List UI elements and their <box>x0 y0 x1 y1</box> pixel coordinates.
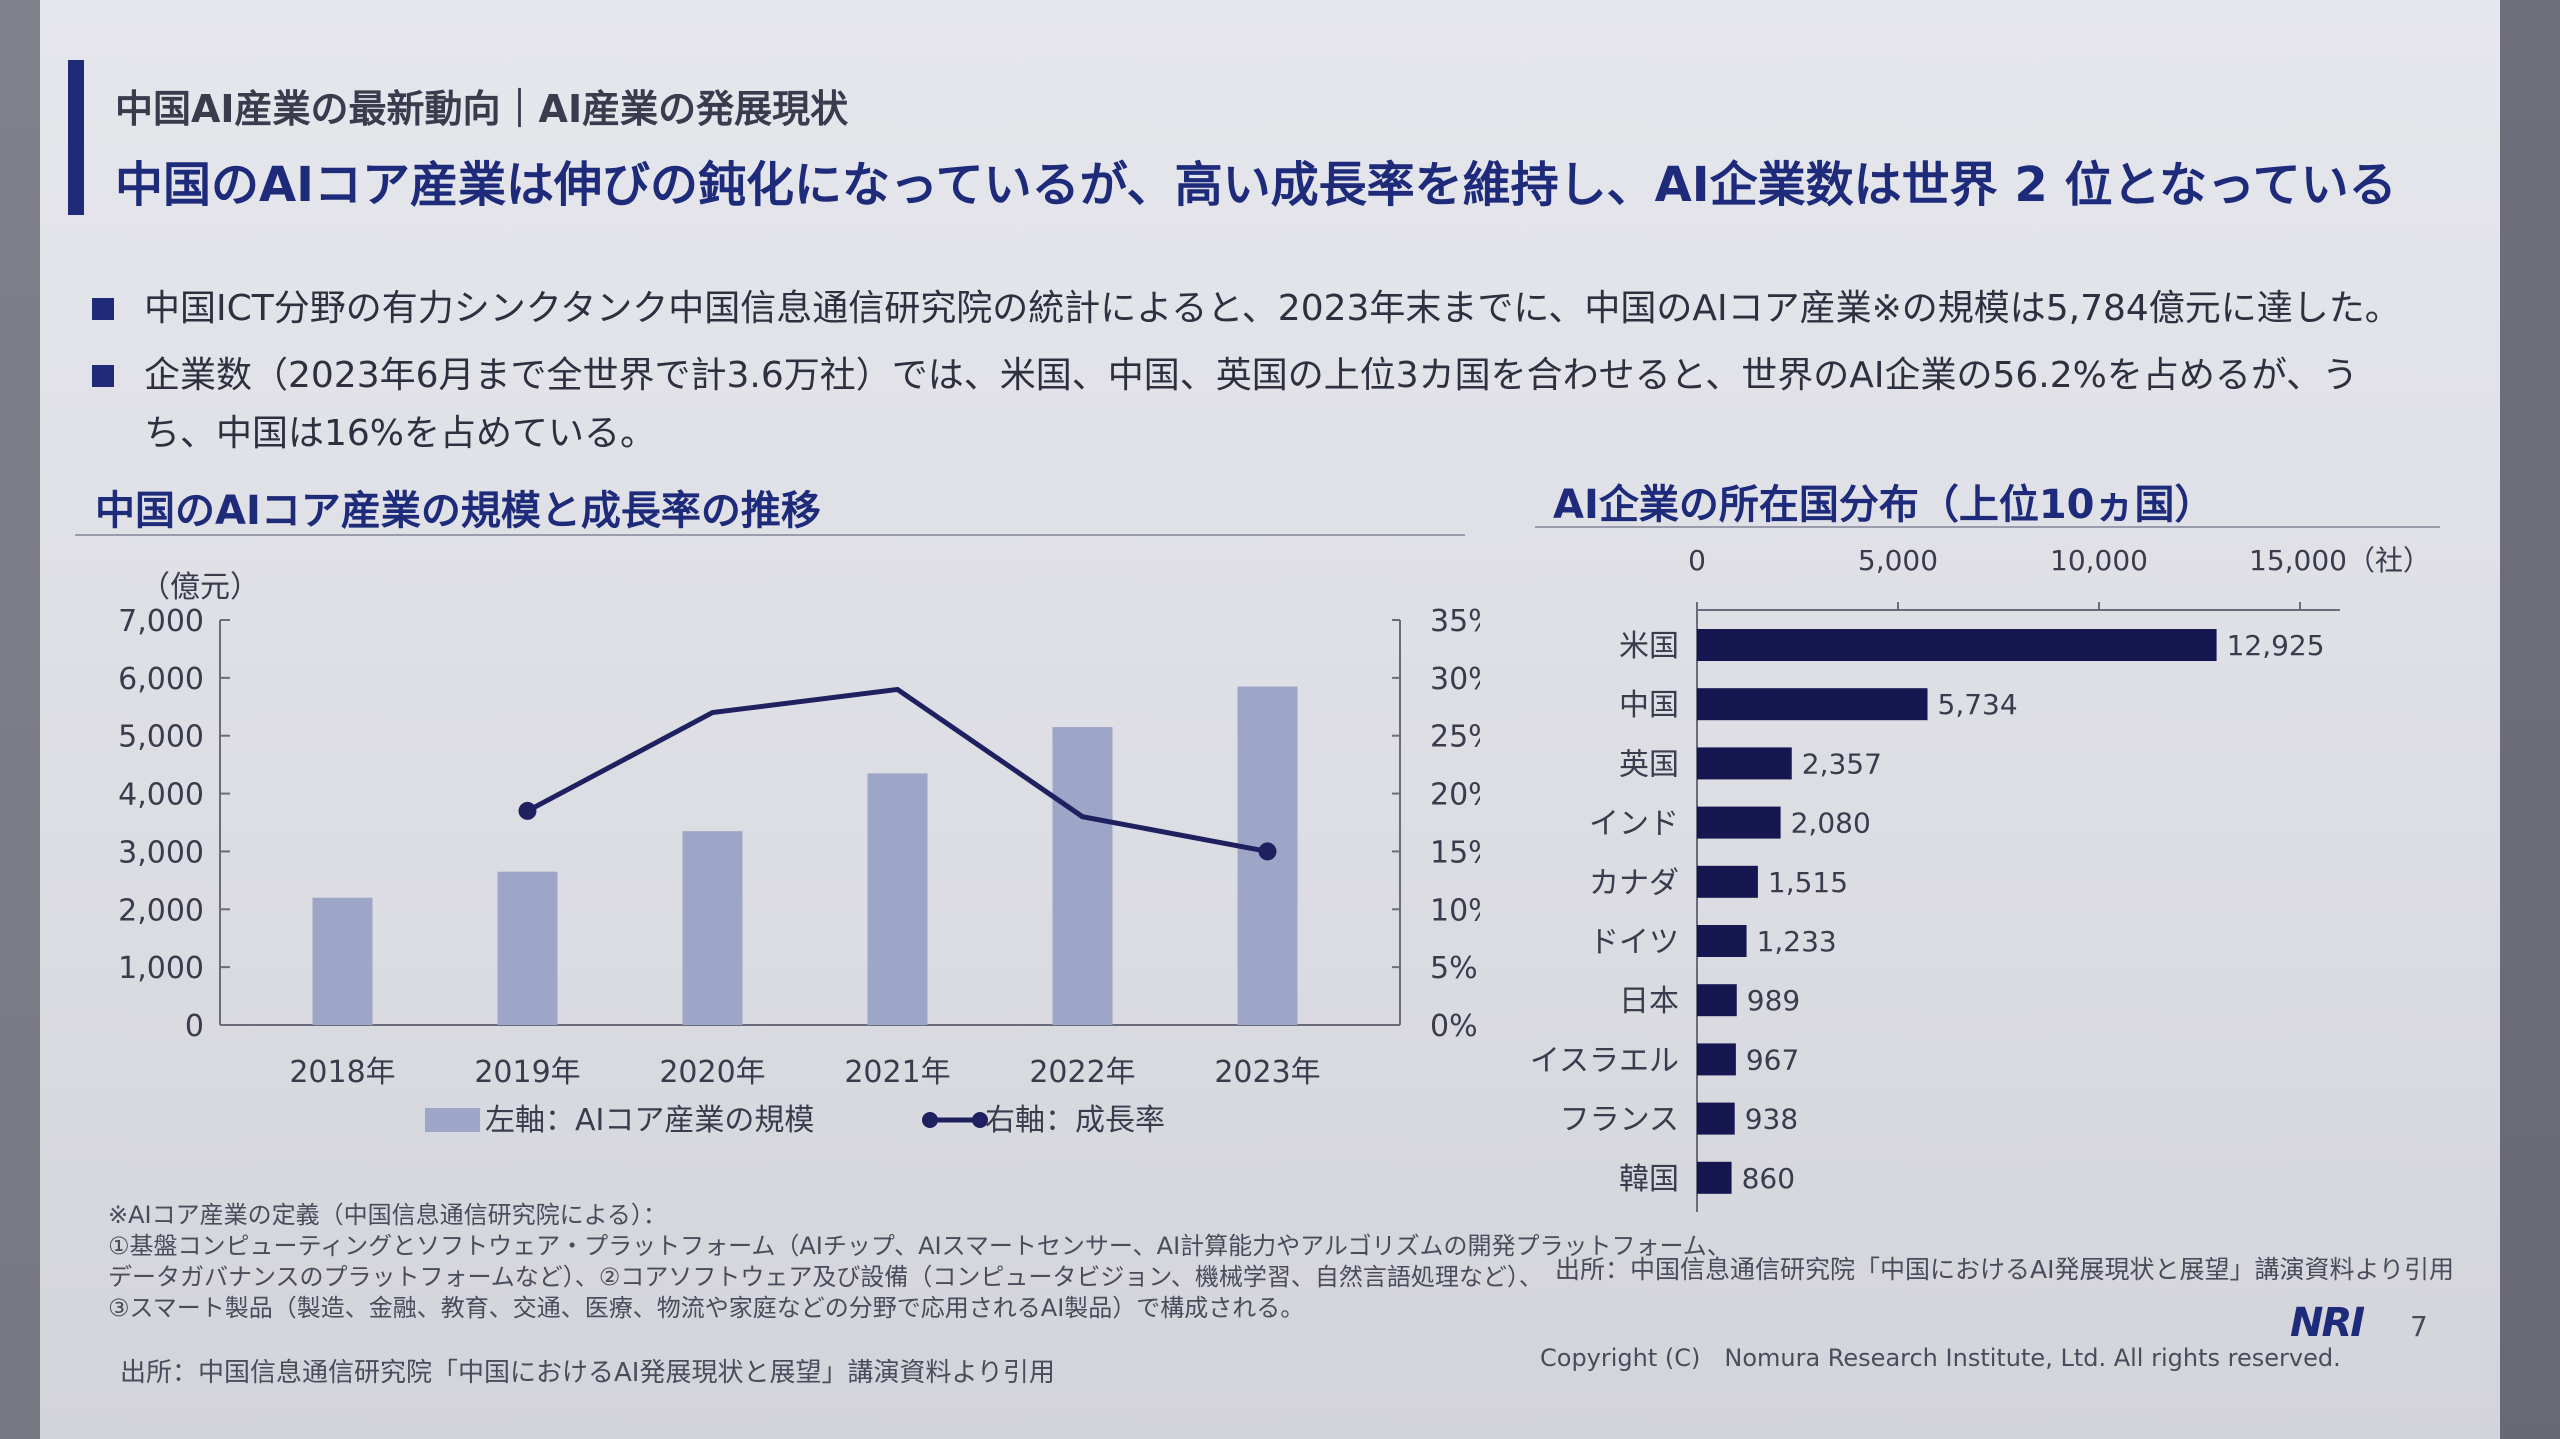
category-label-イスラエル: イスラエル <box>1530 1043 1679 1078</box>
bar-イスラエル <box>1697 1043 1736 1076</box>
category-label-カナダ: カナダ <box>1589 866 1679 901</box>
bar-ドイツ <box>1697 925 1747 957</box>
y-left-tick-label: 6,000 <box>118 662 204 697</box>
right-chart-title: AI企業の所在国分布（上位10ヵ国） <box>1553 482 2215 528</box>
category-label-英国: 英国 <box>1619 747 1679 782</box>
source-right: 出所：中国信息通信研究院「中国におけるAI発展現状と展望」講演資料より引用 <box>1555 1255 2454 1284</box>
bar-フランス <box>1697 1102 1735 1135</box>
x-tick-label: 5,000 <box>1858 544 1938 577</box>
y-right-tick-label: 15% <box>1430 835 1480 870</box>
bullet-square-icon <box>92 298 114 320</box>
x-tick-label: 15,000（社） <box>2249 544 2431 577</box>
title-accent-bar <box>68 60 84 215</box>
page-title: 中国のAIコア産業は伸びの鈍化になっているが、高い成長率を維持し、AI企業数は世… <box>115 157 2397 213</box>
bullet-square-icon <box>92 365 114 387</box>
bar-中国 <box>1697 688 1928 721</box>
value-label-フランス: 938 <box>1745 1103 1798 1136</box>
page-number: 7 <box>2410 1310 2428 1343</box>
y-right-tick-label: 0% <box>1430 1009 1478 1044</box>
x-tick-label: 2018年 <box>289 1055 395 1090</box>
legend-line-label: 右軸：成長率 <box>985 1103 1165 1138</box>
x-tick-label: 2022年 <box>1029 1055 1135 1090</box>
bar-2018年 <box>312 897 373 1025</box>
category-label-ドイツ: ドイツ <box>1589 925 1679 960</box>
left-chart-title: 中国のAIコア産業の規模と成長率の推移 <box>95 488 821 534</box>
y-left-tick-label: 1,000 <box>118 951 204 986</box>
value-label-インド: 2,080 <box>1791 807 1871 840</box>
footnote: ※AIコア産業の定義（中国信息通信研究院による）： ①基盤コンピューティングとソ… <box>108 1200 1731 1324</box>
category-label-フランス: フランス <box>1560 1103 1679 1138</box>
value-label-カナダ: 1,515 <box>1768 866 1848 899</box>
bar-英国 <box>1697 747 1792 780</box>
bar-2019年 <box>497 871 558 1025</box>
y-right-tick-label: 10% <box>1430 893 1480 928</box>
x-tick-label: 2021年 <box>844 1055 950 1090</box>
growth-rate-line <box>526 686 1268 854</box>
growth-rate-point <box>1258 842 1277 861</box>
bar-2020年 <box>682 831 743 1025</box>
bar-2021年 <box>867 773 928 1025</box>
value-label-英国: 2,357 <box>1802 747 1882 780</box>
value-label-ドイツ: 1,233 <box>1757 925 1837 958</box>
y-right-tick-label: 35% <box>1430 604 1480 639</box>
category-label-インド: インド <box>1589 807 1679 842</box>
y-right-tick-label: 5% <box>1430 951 1478 986</box>
breadcrumb: 中国AI産業の最新動向｜AI産業の発展現状 <box>115 87 849 131</box>
x-tick-label: 2019年 <box>474 1055 580 1090</box>
y-right-tick-label: 25% <box>1430 720 1480 755</box>
bullet-text: 中国ICT分野の有力シンクタンク中国信息通信研究院の統計によると、2023年末ま… <box>144 288 2401 329</box>
x-tick-label: 0 <box>1688 544 1706 577</box>
value-label-イスラエル: 967 <box>1746 1043 1799 1076</box>
y-axis-left-label: （億元） <box>140 570 260 605</box>
x-tick-label: 2023年 <box>1214 1055 1320 1090</box>
bullet-text: 企業数（2023年6月まで全世界で計3.6万社）では、米国、中国、英国の上位3カ… <box>144 355 2359 454</box>
bar-韓国 <box>1697 1161 1732 1194</box>
y-left-tick-label: 5,000 <box>118 720 204 755</box>
legend-bar-label: 左軸：AIコア産業の規模 <box>485 1103 814 1138</box>
bar-2022年 <box>1052 727 1113 1025</box>
bullet-item: 中国ICT分野の有力シンクタンク中国信息通信研究院の統計によると、2023年末ま… <box>92 280 2422 338</box>
footnote-line: ※AIコア産業の定義（中国信息通信研究院による）： <box>108 1201 667 1229</box>
screen-edge-left <box>0 0 40 1439</box>
footnote-line: ①基盤コンピューティングとソフトウェア・プラットフォーム（AIチップ、AIスマー… <box>108 1232 1731 1260</box>
category-label-米国: 米国 <box>1619 629 1679 664</box>
y-left-tick-label: 2,000 <box>118 893 204 928</box>
left-section-rule <box>75 534 1465 536</box>
value-label-中国: 5,734 <box>1938 688 2018 721</box>
source-left: 出所：中国信息通信研究院「中国におけるAI発展現状と展望」講演資料より引用 <box>120 1358 1055 1388</box>
y-left-tick-label: 0 <box>185 1009 204 1044</box>
legend-line-dot <box>972 1112 988 1128</box>
y-right-tick-label: 20% <box>1430 778 1480 813</box>
footnote-line: ③スマート製品（製造、金融、教育、交通、医療、物流や家庭などの分野で応用されるA… <box>108 1294 1305 1322</box>
y-left-tick-label: 7,000 <box>118 604 204 639</box>
bullet-item: 企業数（2023年6月まで全世界で計3.6万社）では、米国、中国、英国の上位3カ… <box>92 347 2422 467</box>
y-right-tick-label: 30% <box>1430 662 1480 697</box>
nri-logo: NRI <box>2290 1300 2365 1346</box>
screen-edge-right <box>2500 0 2560 1439</box>
category-label-日本: 日本 <box>1619 984 1679 1019</box>
bar-日本 <box>1697 984 1737 1017</box>
bar-米国 <box>1697 629 2217 661</box>
legend-line-dot <box>922 1112 938 1128</box>
footnote-line: データガバナンスのプラットフォームなど）、②コアソフトウェア及び設備（コンピュー… <box>108 1263 1543 1291</box>
legend-bar-swatch <box>425 1108 480 1132</box>
category-label-中国: 中国 <box>1619 688 1679 723</box>
y-left-tick-label: 4,000 <box>118 778 204 813</box>
bar-カナダ <box>1697 865 1758 898</box>
y-left-tick-label: 3,000 <box>118 835 204 870</box>
value-label-日本: 989 <box>1747 984 1800 1017</box>
copyright: Copyright (C) Nomura Research Institute,… <box>1540 1344 2341 1372</box>
category-label-韓国: 韓国 <box>1619 1162 1679 1197</box>
right-section-rule <box>1535 526 2440 528</box>
value-label-米国: 12,925 <box>2227 629 2325 662</box>
x-tick-label: 2020年 <box>659 1055 765 1090</box>
combo-chart: （億元） 0 1,000 2,000 3,000 4,000 5,000 6,000 7,000… <box>118 570 1480 1138</box>
value-label-韓国: 860 <box>1742 1162 1795 1195</box>
bar-インド <box>1697 806 1781 839</box>
x-tick-label: 10,000 <box>2050 544 2148 577</box>
hbar-chart: 0 5,000 10,000 15,000（社） 米国 12,925 中国 5,734 英国 2,… <box>1530 544 2431 1212</box>
growth-rate-point <box>518 801 537 820</box>
